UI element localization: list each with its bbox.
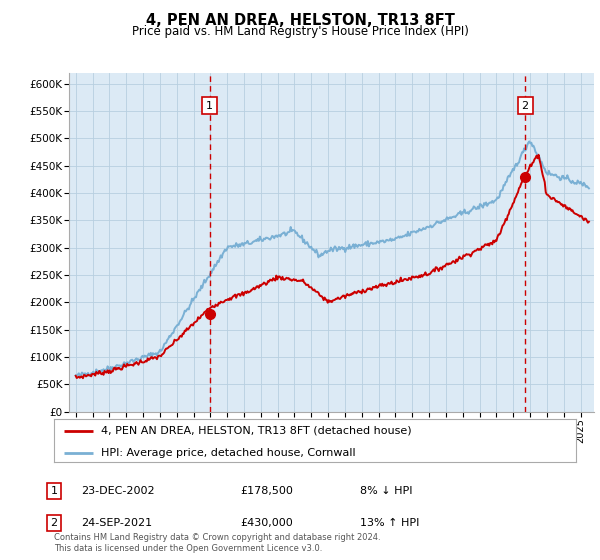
Text: HPI: Average price, detached house, Cornwall: HPI: Average price, detached house, Corn… xyxy=(101,447,356,458)
Text: 1: 1 xyxy=(206,101,213,110)
Text: 13% ↑ HPI: 13% ↑ HPI xyxy=(360,518,419,528)
Text: Price paid vs. HM Land Registry's House Price Index (HPI): Price paid vs. HM Land Registry's House … xyxy=(131,25,469,38)
Text: 24-SEP-2021: 24-SEP-2021 xyxy=(81,518,152,528)
Text: 2: 2 xyxy=(521,101,529,110)
Text: Contains HM Land Registry data © Crown copyright and database right 2024.
This d: Contains HM Land Registry data © Crown c… xyxy=(54,533,380,553)
Text: 1: 1 xyxy=(50,486,58,496)
Text: 4, PEN AN DREA, HELSTON, TR13 8FT (detached house): 4, PEN AN DREA, HELSTON, TR13 8FT (detac… xyxy=(101,426,412,436)
Text: 23-DEC-2002: 23-DEC-2002 xyxy=(81,486,155,496)
Text: 8% ↓ HPI: 8% ↓ HPI xyxy=(360,486,413,496)
Text: 2: 2 xyxy=(50,518,58,528)
Text: £430,000: £430,000 xyxy=(240,518,293,528)
Text: £178,500: £178,500 xyxy=(240,486,293,496)
Text: 4, PEN AN DREA, HELSTON, TR13 8FT: 4, PEN AN DREA, HELSTON, TR13 8FT xyxy=(146,13,454,29)
